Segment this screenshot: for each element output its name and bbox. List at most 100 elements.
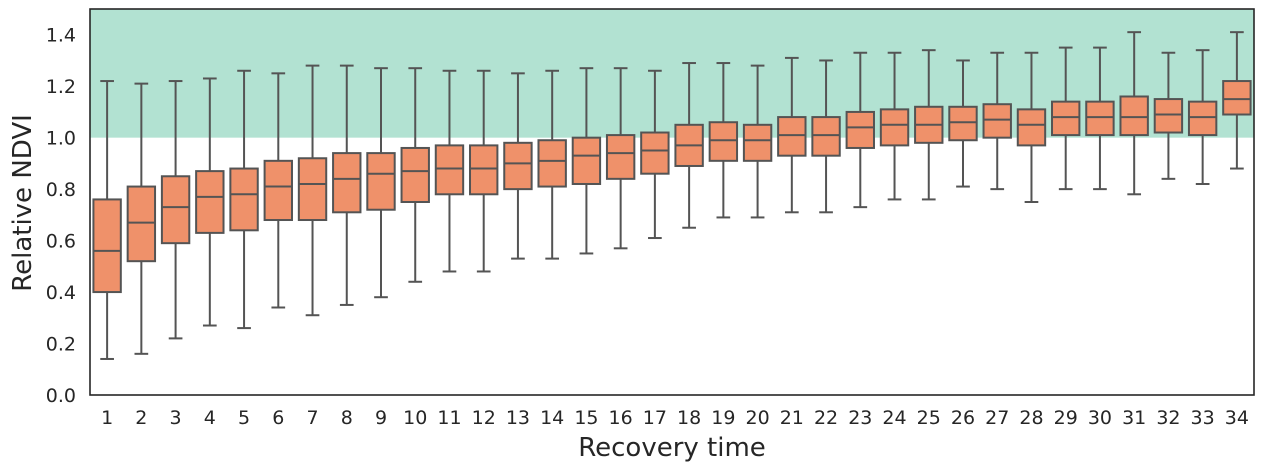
- box-29: [1051, 46, 1081, 191]
- box-33: [1187, 49, 1218, 185]
- box-23: [845, 51, 875, 209]
- x-tick-label: 17: [643, 407, 667, 429]
- plot-frame: [89, 8, 1255, 396]
- x-tick-label: 31: [1122, 407, 1146, 429]
- iqr-box: [640, 131, 670, 175]
- x-tick-label: 2: [135, 407, 147, 429]
- iqr-box: [400, 146, 430, 204]
- box-11: [434, 69, 465, 273]
- box-6: [263, 72, 293, 309]
- box-34: [1222, 31, 1252, 170]
- x-tick-label: 22: [814, 407, 838, 429]
- box-20: [742, 64, 773, 219]
- box-25: [914, 49, 944, 201]
- box-2: [126, 82, 157, 355]
- box-27: [982, 51, 1012, 191]
- x-tick-label: 8: [341, 407, 353, 429]
- box-7: [297, 64, 328, 317]
- box-18: [674, 62, 704, 229]
- box-series: [92, 31, 1252, 360]
- y-tick-label: 1.4: [46, 25, 76, 47]
- x-tick-label: 3: [170, 407, 182, 429]
- iqr-box: [811, 116, 841, 157]
- y-axis-label: Relative NDVI: [8, 114, 38, 292]
- iqr-box: [1187, 100, 1218, 137]
- box-16: [605, 67, 636, 250]
- box-8: [332, 64, 362, 306]
- iqr-box: [742, 123, 773, 162]
- y-tick-label: 0.4: [46, 282, 76, 304]
- y-tick-label: 1.2: [46, 76, 76, 98]
- box-15: [571, 67, 602, 255]
- y-tick-label: 0.8: [46, 179, 76, 201]
- iqr-box: [605, 134, 636, 180]
- box-32: [1153, 51, 1184, 180]
- x-tick-label: 33: [1191, 407, 1215, 429]
- x-tick-label: 13: [506, 407, 530, 429]
- x-axis-label: Recovery time: [578, 433, 766, 463]
- iqr-box: [1119, 95, 1149, 137]
- x-tick-label: 1: [101, 407, 113, 429]
- x-tick-label: 25: [917, 407, 941, 429]
- box-5: [229, 69, 259, 330]
- x-tick-label: 14: [540, 407, 564, 429]
- iqr-box: [777, 116, 807, 157]
- y-tick-label: 1.0: [46, 128, 76, 150]
- iqr-box: [879, 108, 910, 147]
- x-tick-label: 28: [1019, 407, 1043, 429]
- iqr-box: [332, 152, 362, 214]
- iqr-box: [434, 144, 465, 196]
- x-tick-label: 7: [306, 407, 318, 429]
- x-tick-label: 29: [1054, 407, 1078, 429]
- box-19: [708, 62, 739, 219]
- iqr-box: [1085, 100, 1115, 137]
- x-tick-label: 30: [1088, 407, 1112, 429]
- iqr-box: [160, 175, 191, 245]
- box-17: [640, 69, 670, 240]
- iqr-box: [469, 144, 499, 196]
- x-tick-label: 19: [711, 407, 735, 429]
- x-tick-label: 9: [375, 407, 387, 429]
- x-tick-label: 6: [272, 407, 284, 429]
- iqr-box: [229, 167, 259, 232]
- box-4: [195, 77, 225, 327]
- box-9: [366, 67, 396, 299]
- box-12: [469, 69, 499, 273]
- x-tick-label: 21: [780, 407, 804, 429]
- iqr-box: [982, 103, 1012, 139]
- x-tick-label: 4: [204, 407, 216, 429]
- iqr-box: [948, 105, 978, 142]
- x-tick-label: 11: [437, 407, 461, 429]
- iqr-box: [1051, 100, 1081, 137]
- box-24: [879, 51, 910, 201]
- box-28: [1016, 51, 1047, 203]
- iqr-box: [503, 141, 533, 191]
- x-tick-label: 20: [745, 407, 769, 429]
- box-21: [777, 56, 807, 214]
- x-tick-label: 26: [951, 407, 975, 429]
- box-26: [948, 59, 978, 188]
- iqr-box: [537, 139, 567, 188]
- iqr-box: [366, 152, 396, 211]
- box-30: [1085, 46, 1115, 191]
- x-tick-label: 27: [985, 407, 1009, 429]
- x-tick-label: 18: [677, 407, 701, 429]
- x-tick-label: 32: [1156, 407, 1180, 429]
- iqr-box: [1016, 108, 1047, 147]
- y-tick-label: 0.6: [46, 231, 76, 253]
- iqr-box: [297, 157, 328, 222]
- x-tick-label: 34: [1225, 407, 1249, 429]
- box-3: [160, 80, 191, 340]
- iqr-box: [1222, 80, 1252, 116]
- x-tick-label: 23: [848, 407, 872, 429]
- x-tick-label: 16: [609, 407, 633, 429]
- y-tick-label: 0.0: [46, 385, 76, 407]
- y-tick-label: 0.2: [46, 334, 76, 356]
- x-tick-label: 5: [238, 407, 250, 429]
- box-1: [92, 80, 122, 360]
- x-tick-label: 15: [574, 407, 598, 429]
- box-14: [537, 69, 567, 260]
- iqr-box: [845, 110, 875, 149]
- box-10: [400, 67, 430, 283]
- iqr-box: [263, 159, 293, 222]
